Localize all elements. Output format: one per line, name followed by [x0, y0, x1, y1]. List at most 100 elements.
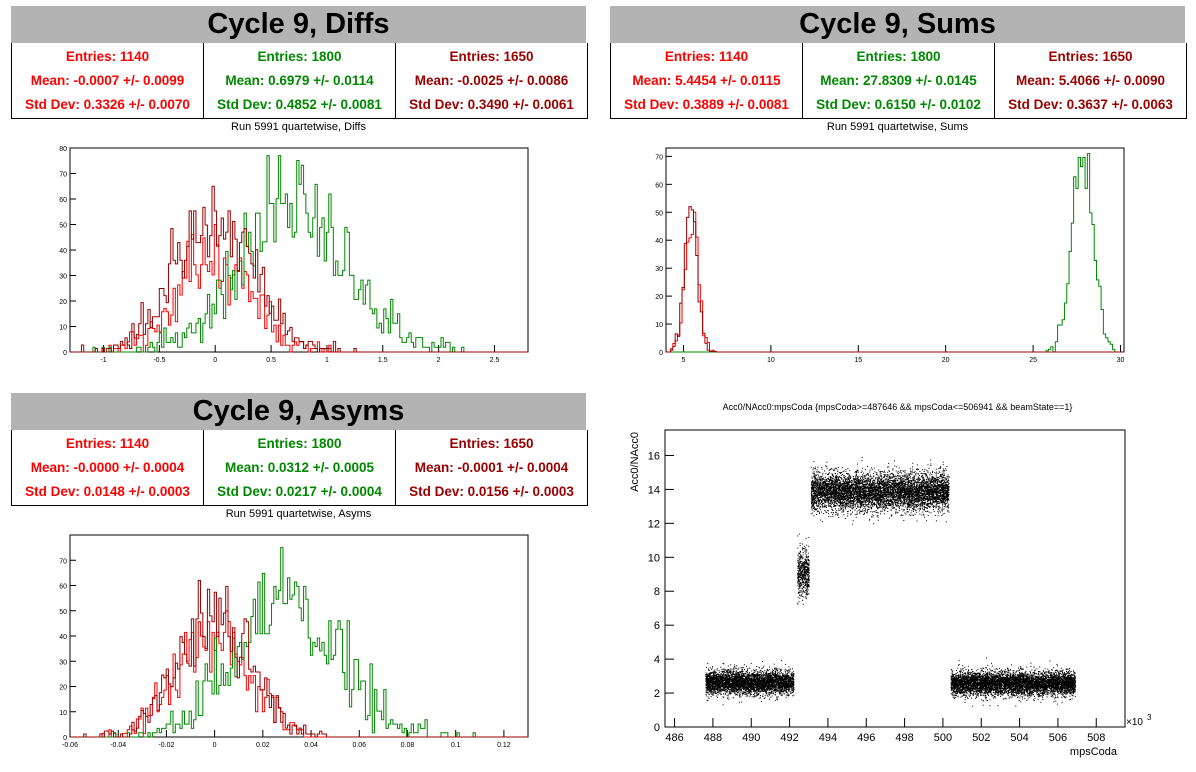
x-tick-label: 20 — [942, 357, 950, 364]
scatter-point — [792, 674, 794, 676]
scatter-point — [764, 695, 766, 697]
scatter-point — [713, 682, 715, 684]
scatter-point — [792, 680, 794, 682]
scatter-point — [775, 686, 777, 688]
scatter-point — [745, 687, 747, 689]
scatter-point — [762, 680, 764, 682]
scatter-point — [801, 595, 803, 597]
scatter-point — [766, 685, 767, 687]
scatter-point — [731, 682, 733, 684]
scatter-point — [741, 678, 743, 680]
scatter-point — [747, 692, 749, 694]
scatter-point — [804, 566, 805, 568]
series-red — [666, 211, 1124, 353]
scatter-point — [744, 685, 746, 687]
scatter-point — [805, 596, 807, 598]
scatter-point — [761, 686, 763, 688]
scatter-point — [743, 675, 745, 677]
scatter-point — [743, 687, 745, 689]
scatter-point — [710, 683, 712, 685]
scatter-point — [709, 687, 711, 688]
x-tick-label: 2.5 — [490, 357, 500, 364]
scatter-point — [731, 690, 733, 692]
scatter-point — [751, 681, 753, 683]
y-tick-label: 50 — [59, 223, 67, 230]
scatter-point — [774, 694, 776, 696]
scatter-point — [790, 691, 792, 693]
scatter-point — [730, 684, 732, 686]
scatter-point — [808, 569, 810, 571]
scatter-point — [793, 683, 795, 685]
scatter-point — [789, 686, 791, 688]
scatter-point — [765, 691, 766, 693]
scatter-point — [768, 688, 770, 690]
scatter-point — [731, 688, 733, 690]
scatter-point — [799, 550, 801, 552]
scatter-point — [788, 682, 790, 684]
scatter-point — [708, 669, 710, 671]
scatter-point — [714, 688, 716, 690]
scatter-point — [774, 686, 776, 688]
scatter-point — [735, 676, 737, 678]
scatter-point — [784, 681, 786, 683]
scatter-point — [709, 685, 711, 687]
scatter-point — [805, 559, 807, 561]
scatter-point — [714, 669, 716, 671]
scatter-point — [799, 592, 801, 594]
scatter-points — [705, 456, 1077, 707]
scatter-point — [759, 678, 761, 680]
scatter-point — [769, 682, 771, 683]
scatter-point — [707, 662, 709, 664]
y-tick-label: 40 — [59, 248, 67, 255]
scatter-point — [771, 690, 773, 692]
y-tick-label: 70 — [59, 558, 67, 565]
scatter-point — [778, 679, 779, 681]
scatter-point — [734, 689, 735, 691]
scatter-point — [730, 675, 732, 677]
scatter-point — [804, 573, 806, 575]
scatter-point — [803, 566, 804, 568]
scatter-point — [742, 685, 743, 686]
sums-stats-green: Entries: 1800 Mean: 27.8309 +/- 0.0145 S… — [803, 43, 995, 118]
scatter-point — [806, 583, 808, 585]
scatter-point — [805, 561, 806, 563]
scatter-point — [779, 682, 781, 684]
scatter-point — [806, 585, 808, 587]
scatter-point — [779, 689, 781, 691]
scatter-point — [733, 682, 735, 684]
scatter-point — [719, 693, 721, 695]
scatter-point — [808, 568, 810, 570]
scatter-point — [740, 673, 742, 675]
scatter-point — [758, 679, 760, 680]
scatter-point — [758, 687, 760, 689]
scatter-point — [721, 683, 723, 684]
scatter-point — [708, 674, 710, 676]
scatter-point — [799, 570, 801, 572]
scatter-point — [785, 674, 787, 676]
scatter-point — [710, 684, 712, 686]
scatter-point — [803, 565, 805, 567]
scatter-point — [717, 696, 718, 698]
scatter-point — [710, 678, 712, 680]
scatter-point — [805, 583, 807, 585]
scatter-point — [774, 687, 776, 689]
scatter-point — [798, 576, 800, 578]
stat-mean: Mean: 5.4066 +/- 0.0090 — [1016, 72, 1165, 88]
scatter-point — [726, 674, 728, 676]
scatter-point — [775, 686, 777, 688]
scatter-point — [734, 670, 736, 672]
scatter-point — [705, 695, 707, 697]
scatter-point — [738, 689, 740, 691]
scatter-point — [765, 673, 767, 675]
scatter-point — [808, 575, 810, 577]
scatter-point — [753, 674, 754, 676]
scatter-point — [780, 692, 782, 694]
scatter-point — [721, 674, 723, 675]
scatter-point — [717, 683, 719, 685]
scatter-point — [725, 688, 727, 690]
scatter-point — [729, 677, 731, 679]
scatter-point — [769, 692, 771, 694]
scatter-point — [754, 696, 755, 698]
scatter-point — [767, 673, 769, 675]
scatter-point — [720, 682, 722, 684]
